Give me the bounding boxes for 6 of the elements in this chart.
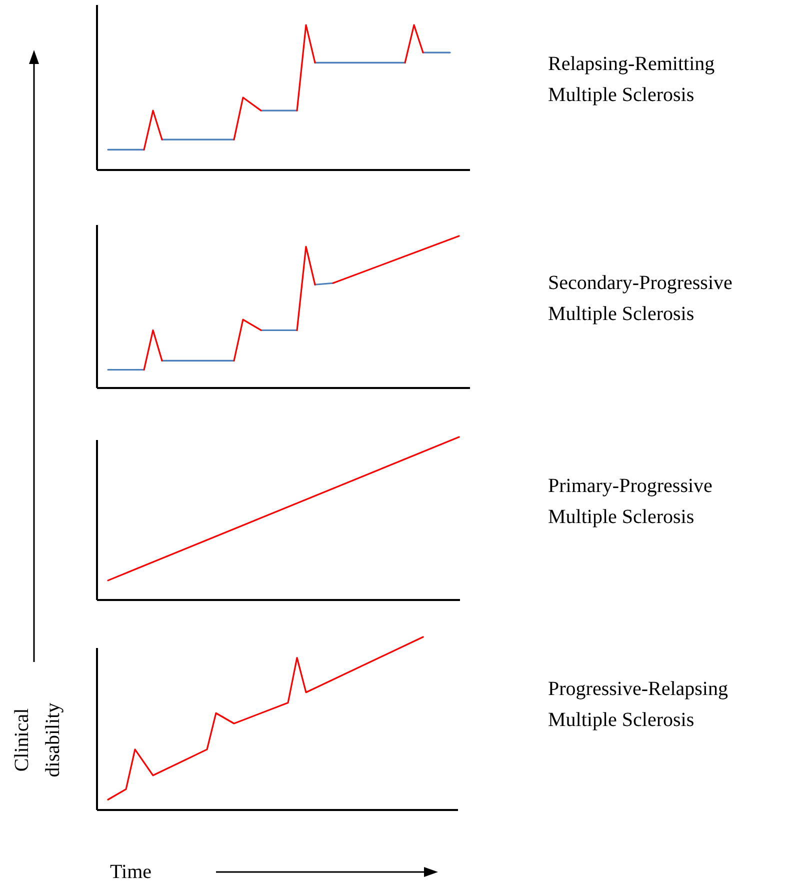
text: Relapsing-Remitting Multiple Sclerosis (548, 53, 715, 106)
y-axis-title: Clinical disability (11, 702, 64, 778)
text: Secondary-Progressive Multiple Sclerosis (548, 272, 733, 325)
text: Primary-Progressive Multiple Sclerosis (548, 475, 713, 528)
x-axis-title: Time (110, 861, 152, 883)
text: Progressive-Relapsing Multiple Sclerosis (548, 678, 728, 731)
